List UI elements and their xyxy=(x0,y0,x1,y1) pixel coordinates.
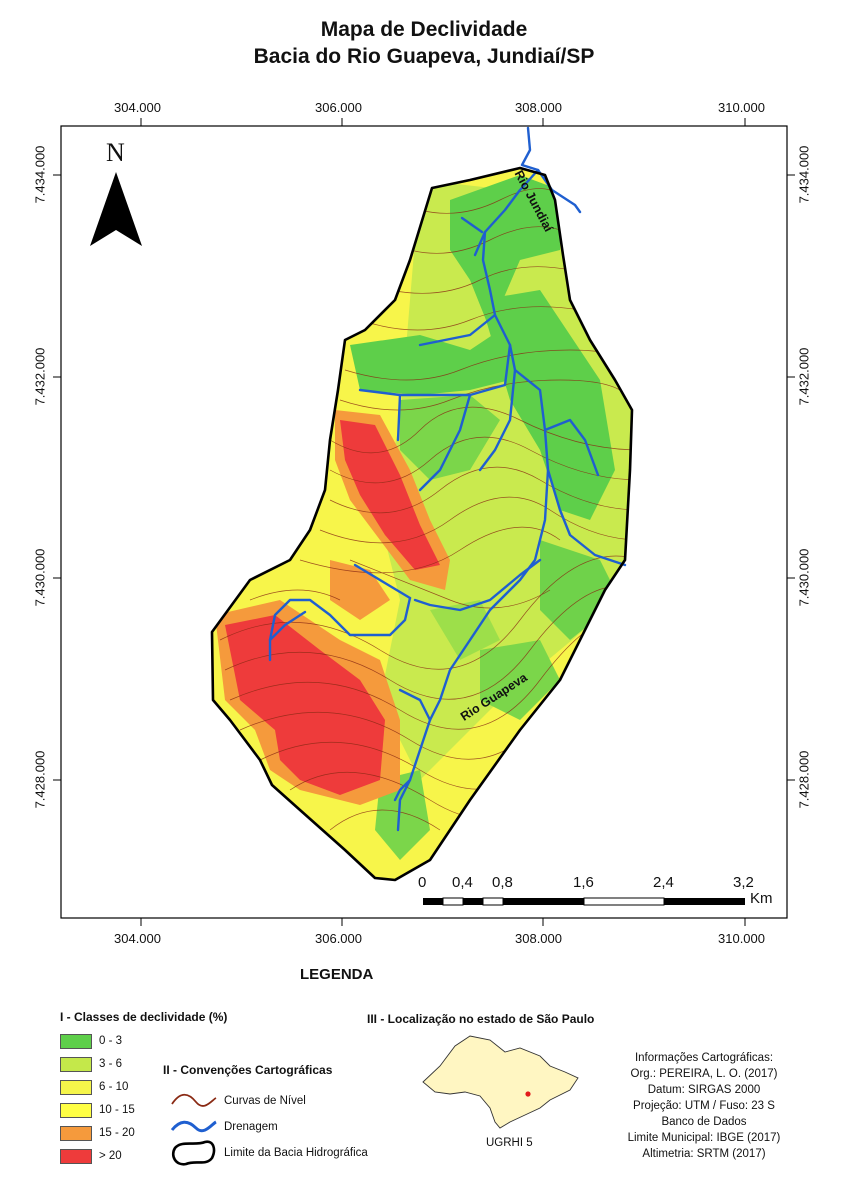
class-swatch-6 xyxy=(60,1149,92,1164)
class-label-2: 3 - 6 xyxy=(99,1058,123,1070)
legend-heading: LEGENDA xyxy=(300,966,374,983)
contour-lines xyxy=(219,188,632,831)
north-arrow xyxy=(90,172,142,246)
class-swatch-4 xyxy=(60,1103,92,1118)
class-label-6: > 20 xyxy=(99,1150,122,1162)
map-title: Mapa de Declividade xyxy=(320,18,528,41)
scale-unit: Km xyxy=(750,890,773,907)
info-line-1: Informações Cartográficas: xyxy=(634,1052,774,1064)
location-title: III - Localização no estado de São Paulo xyxy=(367,1012,595,1026)
info-line-4: Projeção: UTM / Fuso: 23 S xyxy=(633,1100,775,1112)
north-label: N xyxy=(106,138,125,167)
drainage-network xyxy=(268,126,627,832)
class-swatch-3 xyxy=(60,1080,92,1095)
info-line-3: Datum: SIRGAS 2000 xyxy=(647,1084,761,1096)
frame-ticks xyxy=(53,118,795,926)
scale-label-3: 1,6 xyxy=(573,874,594,891)
boundary-legend-symbol xyxy=(171,1140,216,1166)
ugrhi5-location-marker xyxy=(525,1091,531,1097)
info-line-5: Banco de Dados xyxy=(661,1116,747,1128)
convention-boundary-label: Limite da Bacia Hidrográfica xyxy=(224,1147,368,1159)
x-tick-bottom-3: 308.000 xyxy=(515,931,562,946)
conventions-title: II - Convenções Cartográficas xyxy=(163,1063,333,1077)
class-label-3: 6 - 10 xyxy=(99,1081,129,1093)
x-tick-bottom-2: 306.000 xyxy=(315,931,362,946)
sao-paulo-state-map xyxy=(422,1035,579,1129)
info-line-2: Org.: PEREIRA, L. O. (2017) xyxy=(630,1068,778,1080)
inset-label: UGRHI 5 xyxy=(486,1137,533,1149)
class-label-5: 15 - 20 xyxy=(99,1127,135,1139)
x-tick-top-2: 306.000 xyxy=(315,100,362,115)
scale-label-1: 0,4 xyxy=(452,874,473,891)
info-line-7: Altimetria: SRTM (2017) xyxy=(642,1148,766,1160)
x-tick-top-4: 310.000 xyxy=(718,100,765,115)
class-swatch-2 xyxy=(60,1057,92,1072)
convention-contours-label: Curvas de Nível xyxy=(224,1095,306,1107)
map-subtitle: Bacia do Rio Guapeva, Jundiaí/SP xyxy=(253,45,595,68)
class-label-1: 0 - 3 xyxy=(99,1035,123,1047)
scale-label-2: 0,8 xyxy=(492,874,513,891)
info-line-6: Limite Municipal: IBGE (2017) xyxy=(627,1132,781,1144)
scale-label-5: 3,2 xyxy=(733,874,754,891)
basin-boundary xyxy=(210,166,634,882)
x-tick-top-3: 308.000 xyxy=(515,100,562,115)
slope-classes-title: I - Classes de declividade (%) xyxy=(60,1010,228,1024)
class-swatch-1 xyxy=(60,1034,92,1049)
drainage-legend-symbol xyxy=(170,1120,217,1133)
scale-bar xyxy=(423,897,745,906)
class-label-4: 10 - 15 xyxy=(99,1104,135,1116)
class-swatch-5 xyxy=(60,1126,92,1141)
scale-label-0: 0 xyxy=(418,874,427,891)
convention-drainage-label: Drenagem xyxy=(224,1121,278,1133)
contour-legend-symbol xyxy=(171,1093,217,1107)
x-tick-bottom-1: 304.000 xyxy=(114,931,161,946)
rio-guapeva-line xyxy=(396,168,550,832)
x-tick-top-1: 304.000 xyxy=(114,100,161,115)
scale-label-4: 2,4 xyxy=(653,874,674,891)
x-tick-bottom-4: 310.000 xyxy=(718,931,765,946)
